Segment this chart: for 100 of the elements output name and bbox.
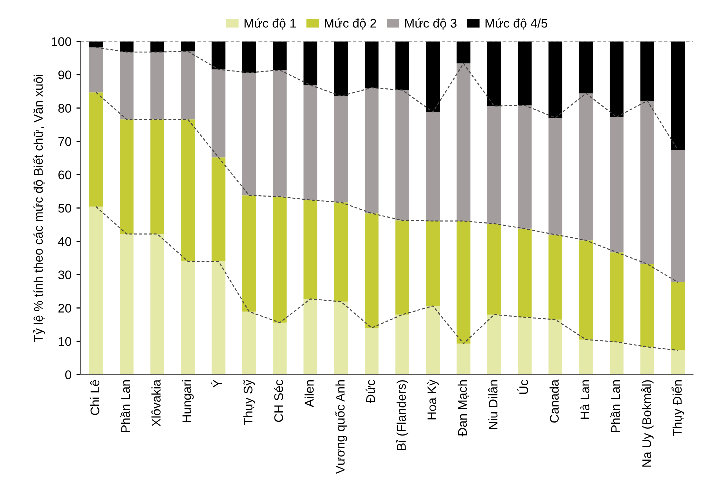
- bar: [640, 347, 654, 375]
- y-tick-label: 60: [58, 170, 72, 180]
- y-tick-label: 40: [58, 237, 72, 246]
- bar: [242, 72, 256, 196]
- legend-label: Mức độ 4/5: [486, 18, 548, 30]
- bar: [548, 234, 563, 320]
- legend-label: Mức độ 2: [325, 18, 376, 30]
- bar: [426, 221, 440, 306]
- bar: [396, 314, 410, 375]
- bar: [212, 70, 226, 158]
- bar: [610, 252, 624, 342]
- bar: [120, 52, 134, 120]
- bar: [518, 228, 532, 318]
- bar: [242, 312, 256, 375]
- bar: [579, 240, 594, 340]
- bar: [365, 214, 379, 328]
- bar: [640, 42, 654, 101]
- y-tick-label: 90: [58, 70, 72, 80]
- x-tick-label: Hoa Kỳ: [427, 380, 440, 420]
- bar: [518, 42, 532, 106]
- bar: [89, 92, 104, 207]
- bar: [640, 100, 654, 264]
- x-tick-label: Phần Lan: [610, 380, 620, 432]
- bar: [671, 350, 686, 375]
- bar: [120, 120, 134, 234]
- y-tick-label: 20: [58, 304, 72, 313]
- bar: [548, 320, 563, 375]
- bar: [456, 221, 471, 344]
- bar: [396, 220, 410, 315]
- bar: [181, 52, 196, 120]
- bar: [273, 70, 287, 197]
- x-tick-label: Thụy Điển: [672, 380, 684, 436]
- bar: [181, 42, 196, 52]
- x-tick-label: Bỉ (Flanders): [396, 380, 409, 450]
- bar: [242, 42, 256, 73]
- y-tick-label: 10: [58, 337, 72, 346]
- bar: [150, 52, 164, 120]
- bar: [273, 322, 287, 375]
- bar: [365, 328, 379, 375]
- y-tick-label: 70: [58, 137, 72, 146]
- bar: [212, 158, 226, 262]
- bar: [120, 234, 134, 375]
- bar: [150, 234, 164, 375]
- y-tick-label: 0: [65, 370, 72, 380]
- bar: [456, 344, 471, 375]
- legend-label: Mức độ 1: [244, 18, 296, 30]
- bar: [396, 42, 410, 90]
- bar: [640, 264, 654, 348]
- bar: [181, 120, 196, 262]
- bar: [89, 206, 104, 375]
- bar: [242, 196, 256, 312]
- x-tick-label: Hungari: [182, 380, 194, 422]
- bar: [181, 262, 196, 375]
- x-tick-label: Úc: [517, 380, 528, 394]
- bar: [150, 120, 164, 234]
- bar: [365, 42, 379, 88]
- bar: [304, 85, 318, 200]
- bar: [426, 42, 440, 112]
- bar: [487, 106, 502, 224]
- bar: [334, 202, 348, 302]
- bar: [365, 88, 379, 214]
- x-tick-label: Hà Lan: [580, 380, 590, 419]
- bar: [579, 42, 594, 94]
- y-tick-label: 80: [58, 104, 72, 113]
- bar: [671, 150, 686, 283]
- bar: [426, 112, 440, 222]
- bar: [456, 64, 471, 222]
- bar: [334, 42, 348, 96]
- bar: [212, 42, 226, 70]
- bar: [518, 106, 532, 229]
- x-tick-label: Xlôvakia: [152, 380, 161, 427]
- bar: [120, 42, 134, 52]
- bar: [89, 48, 104, 93]
- x-tick-label: CH Séc: [274, 380, 284, 422]
- bar: [610, 42, 624, 118]
- x-tick-label: Niu Dilân: [488, 380, 498, 430]
- x-tick-label: Vương quốc Anh: [335, 380, 348, 474]
- bar: [212, 262, 226, 375]
- bar: [487, 314, 502, 375]
- x-tick-label: Chi Lê: [90, 380, 100, 416]
- y-tick-label: 30: [58, 270, 72, 280]
- x-tick-label: Na Uy (Bokmål): [641, 380, 654, 467]
- bar: [579, 94, 594, 241]
- bar: [304, 299, 318, 375]
- bar: [579, 340, 594, 375]
- bar: [426, 306, 440, 375]
- x-tick-label: Ý: [211, 380, 222, 388]
- bar: [334, 302, 348, 375]
- y-axis-title: Tỷ lệ % tính theo các mức độ Biết chữ, Văn xuôi: [33, 74, 46, 342]
- bar: [273, 196, 287, 323]
- bar: [396, 90, 410, 221]
- legend-label: Mức độ 3: [406, 18, 457, 30]
- bar: [518, 318, 532, 375]
- x-tick-label: Đức: [366, 380, 376, 404]
- x-tick-label: Ailen: [304, 380, 314, 408]
- bar: [456, 42, 471, 64]
- x-tick-label: Đan Mạch: [458, 380, 469, 437]
- bar: [610, 117, 624, 253]
- bar: [304, 42, 318, 86]
- x-tick-label: Canada: [550, 380, 559, 423]
